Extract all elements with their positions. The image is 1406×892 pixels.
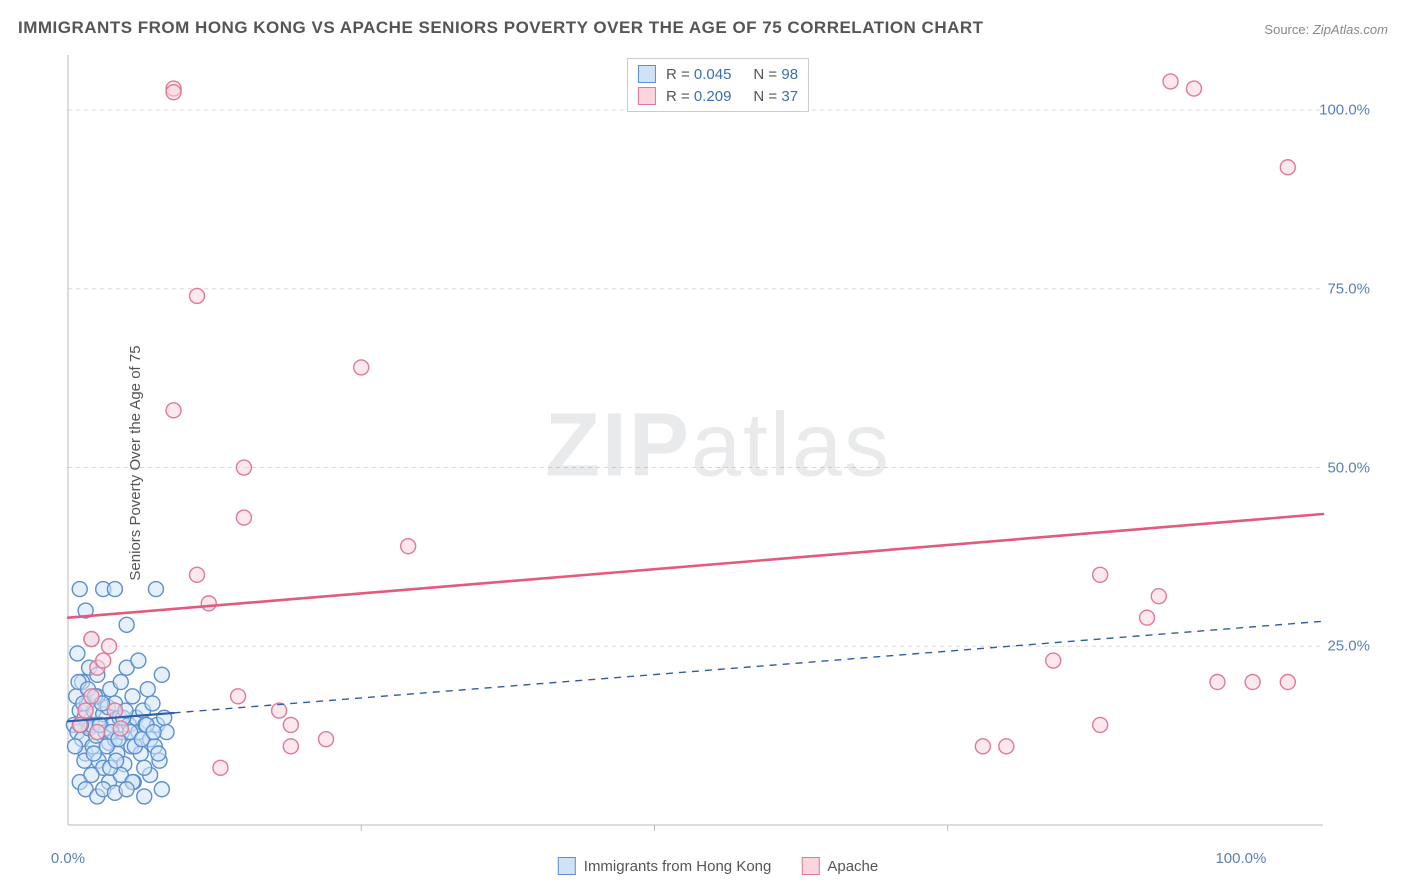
y-tick-label: 25.0% [1327,638,1370,655]
legend-stats: R = 0.045 N = 98 R = 0.209 N = 37 [627,58,809,112]
scatter-plot-svg [58,50,1388,845]
source-value: ZipAtlas.com [1313,22,1388,37]
legend-swatch [801,857,819,875]
legend-series-item: Apache [801,857,878,875]
legend-series-label: Apache [827,858,878,875]
chart-area: Seniors Poverty Over the Age of 75 ZIPat… [48,50,1388,875]
x-tick-label: 100.0% [1215,850,1266,867]
legend-swatch [558,857,576,875]
x-tick-label: 0.0% [51,850,85,867]
legend-n-label: N = 98 [753,66,798,83]
legend-series-label: Immigrants from Hong Kong [584,858,772,875]
legend-r-label: R = 0.045 [666,66,731,83]
y-tick-label: 50.0% [1327,459,1370,476]
y-tick-label: 75.0% [1327,280,1370,297]
legend-swatch [638,65,656,83]
legend-series-item: Immigrants from Hong Kong [558,857,772,875]
source-label: Source: [1264,22,1309,37]
legend-r-label: R = 0.209 [666,88,731,105]
y-tick-label: 100.0% [1319,102,1370,119]
legend-swatch [638,87,656,105]
legend-series: Immigrants from Hong Kong Apache [558,857,878,875]
legend-n-label: N = 37 [753,88,798,105]
legend-stat-row: R = 0.045 N = 98 [638,63,798,85]
chart-title: IMMIGRANTS FROM HONG KONG VS APACHE SENI… [18,18,984,38]
legend-stat-row: R = 0.209 N = 37 [638,85,798,107]
chart-source: Source: ZipAtlas.com [1264,22,1388,37]
